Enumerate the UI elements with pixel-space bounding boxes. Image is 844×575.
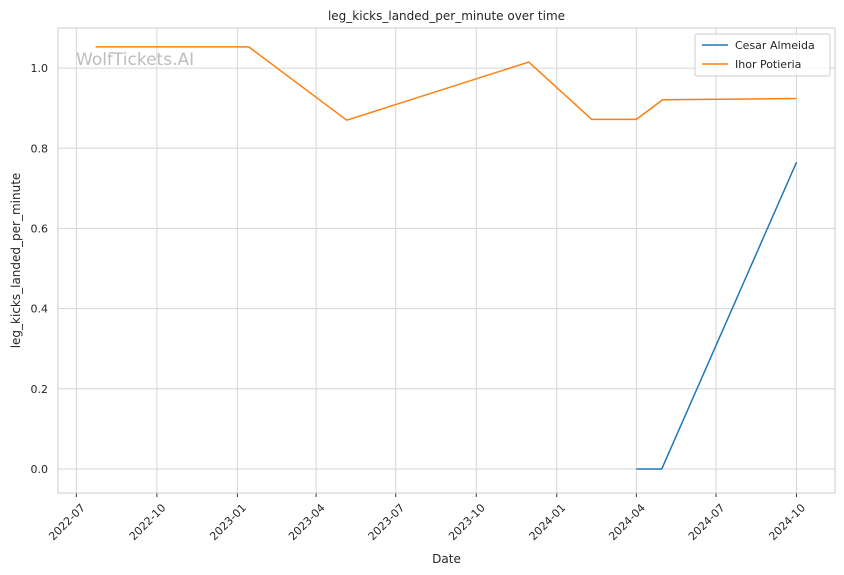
plot-frame xyxy=(57,27,836,494)
legend-box xyxy=(694,33,831,77)
x-tick-label: 2024-07 xyxy=(686,501,728,543)
y-tick-label: 0.6 xyxy=(31,222,49,235)
chart-title: leg_kicks_landed_per_minute over time xyxy=(328,9,565,23)
legend-label: Cesar Almeida xyxy=(735,39,815,52)
x-gridlines xyxy=(75,28,797,497)
x-tick-label: 2023-07 xyxy=(366,501,408,543)
x-tick-label: 2023-04 xyxy=(286,501,328,543)
x-tick-label: 2024-01 xyxy=(527,501,569,543)
y-tick-label: 0.0 xyxy=(31,463,49,476)
x-tick-label: 2022-10 xyxy=(127,501,169,543)
legend: Cesar Almeida Ihor Potieria xyxy=(694,33,831,77)
y-tick-labels: 0.0 0.2 0.4 0.6 0.8 1.0 xyxy=(31,62,49,476)
y-gridlines xyxy=(58,67,835,470)
legend-label: Ihor Potieria xyxy=(735,58,801,71)
series-layer xyxy=(95,46,798,470)
x-tick-label: 2023-10 xyxy=(446,501,488,543)
x-tick-label: 2022-07 xyxy=(46,501,88,543)
series-line xyxy=(636,161,798,470)
y-tick-label: 0.4 xyxy=(31,303,49,316)
x-tick-label: 2024-04 xyxy=(606,501,648,543)
y-axis-title: leg_kicks_landed_per_minute xyxy=(9,173,23,349)
x-axis-title: Date xyxy=(432,552,461,566)
x-tick-label: 2024-10 xyxy=(766,501,808,543)
x-tick-label: 2023-01 xyxy=(207,501,249,543)
y-tick-label: 0.2 xyxy=(31,383,49,396)
y-tick-label: 1.0 xyxy=(31,62,49,75)
series-line xyxy=(95,46,797,121)
x-tick-labels: 2022-07 2022-10 2023-01 2023-04 2023-07 2023-… xyxy=(46,501,808,543)
y-tick-label: 0.8 xyxy=(31,142,49,155)
watermark-text: WolfTickets.AI xyxy=(76,50,194,70)
